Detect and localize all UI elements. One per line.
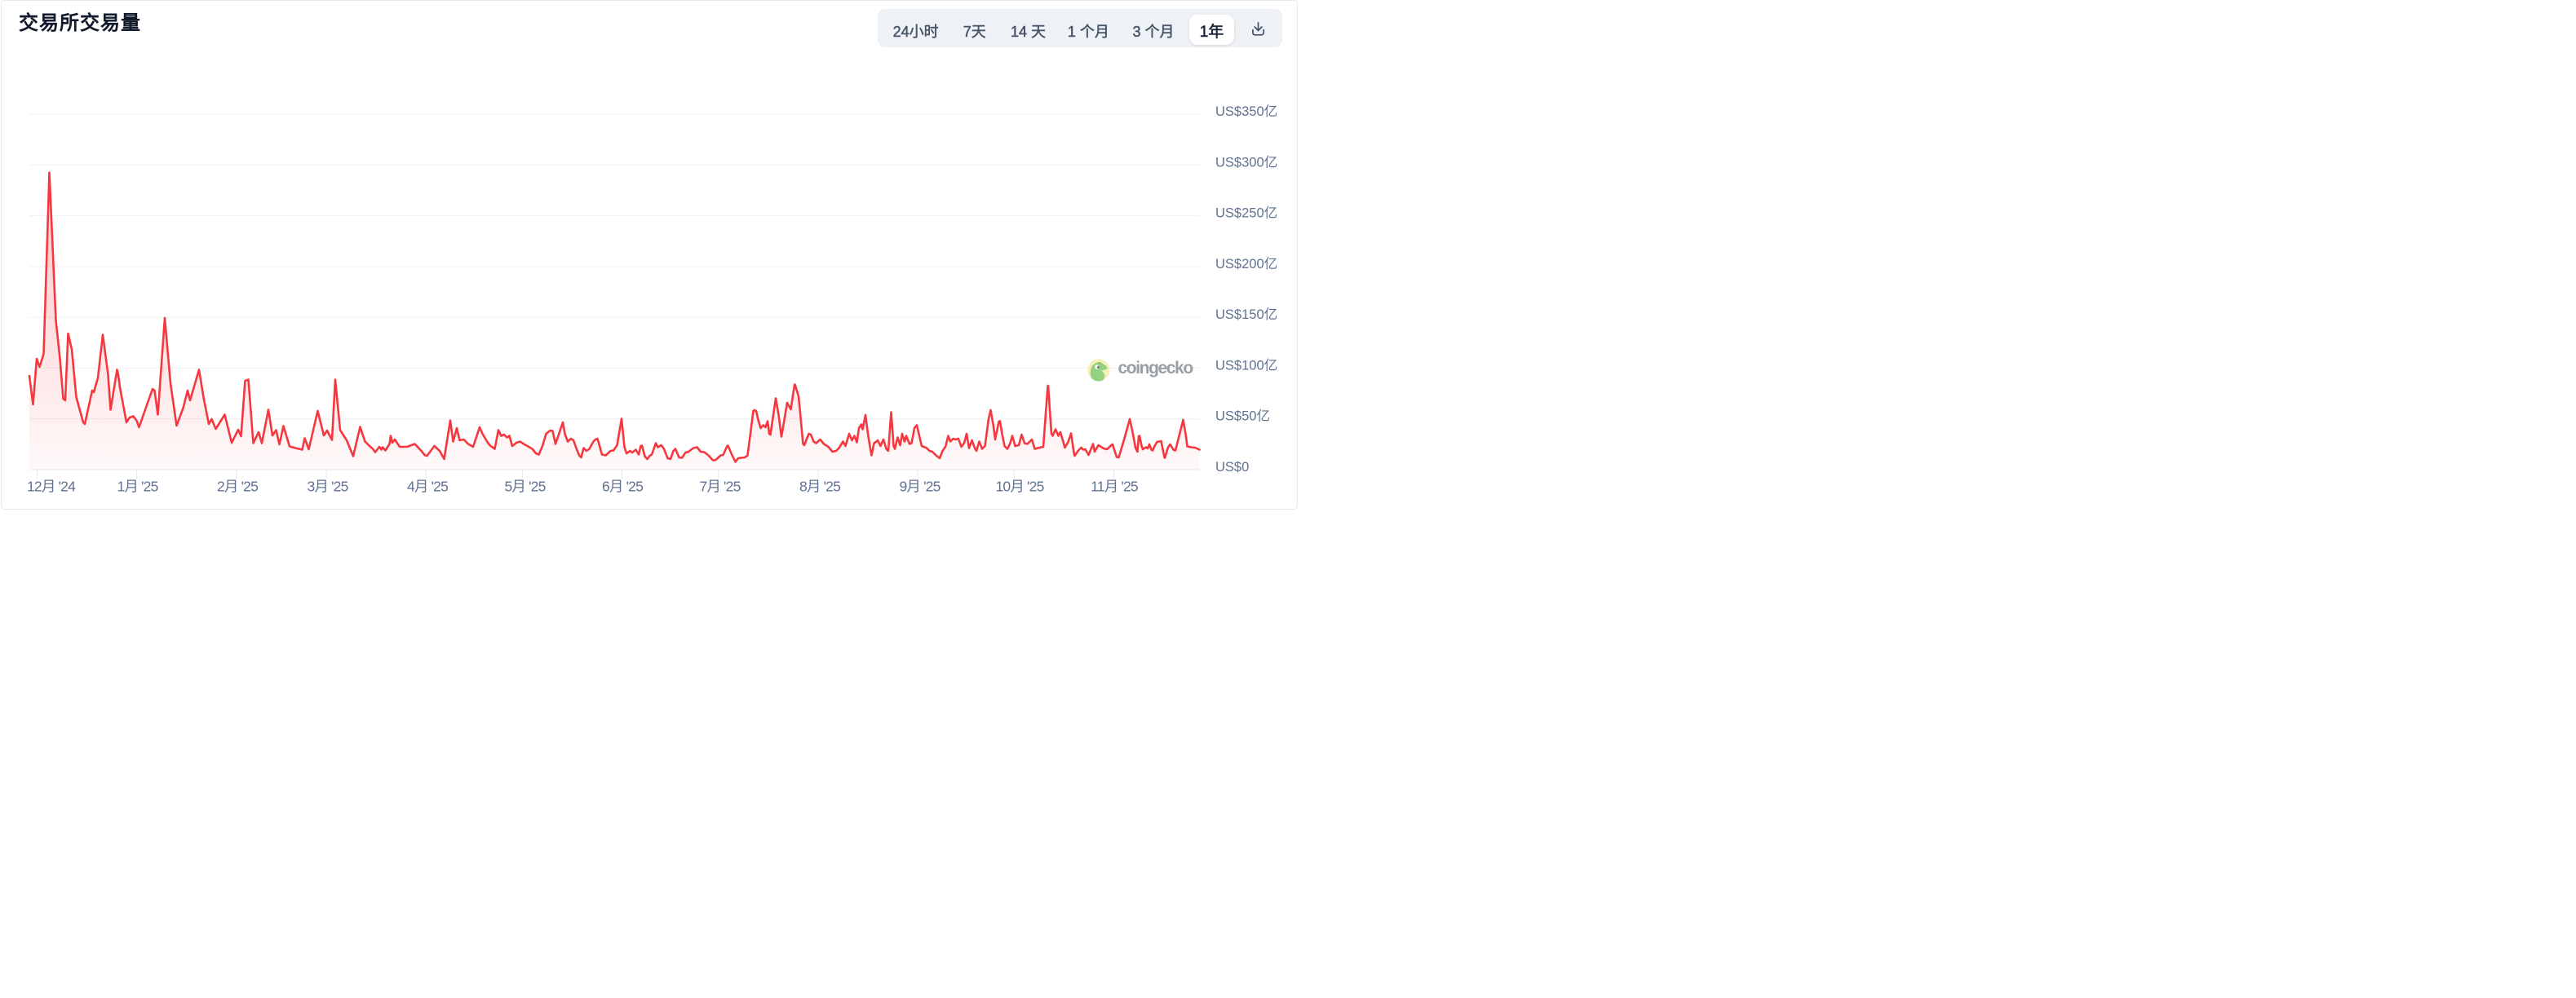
svg-text:6月 '25: 6月 '25 [602, 479, 643, 495]
svg-text:US$350亿: US$350亿 [1215, 104, 1277, 119]
svg-text:US$300亿: US$300亿 [1215, 154, 1277, 170]
svg-text:US$50亿: US$50亿 [1215, 408, 1270, 424]
svg-text:8月 '25: 8月 '25 [799, 479, 840, 495]
svg-text:US$100亿: US$100亿 [1215, 357, 1277, 373]
svg-text:12月 '24: 12月 '24 [27, 479, 76, 495]
svg-text:US$200亿: US$200亿 [1215, 256, 1277, 272]
svg-text:11月 '25: 11月 '25 [1091, 479, 1138, 495]
svg-text:1月 '25: 1月 '25 [117, 479, 157, 495]
svg-text:2月 '25: 2月 '25 [217, 479, 258, 495]
svg-text:US$150亿: US$150亿 [1215, 307, 1277, 322]
svg-text:10月 '25: 10月 '25 [995, 479, 1043, 495]
svg-text:5月 '25: 5月 '25 [504, 479, 545, 495]
svg-text:7月 '25: 7月 '25 [699, 479, 740, 495]
svg-text:9月 '25: 9月 '25 [899, 479, 940, 495]
svg-text:US$250亿: US$250亿 [1215, 205, 1277, 221]
svg-text:4月 '25: 4月 '25 [407, 479, 448, 495]
svg-text:3月 '25: 3月 '25 [307, 479, 347, 495]
svg-text:US$0: US$0 [1215, 460, 1249, 475]
